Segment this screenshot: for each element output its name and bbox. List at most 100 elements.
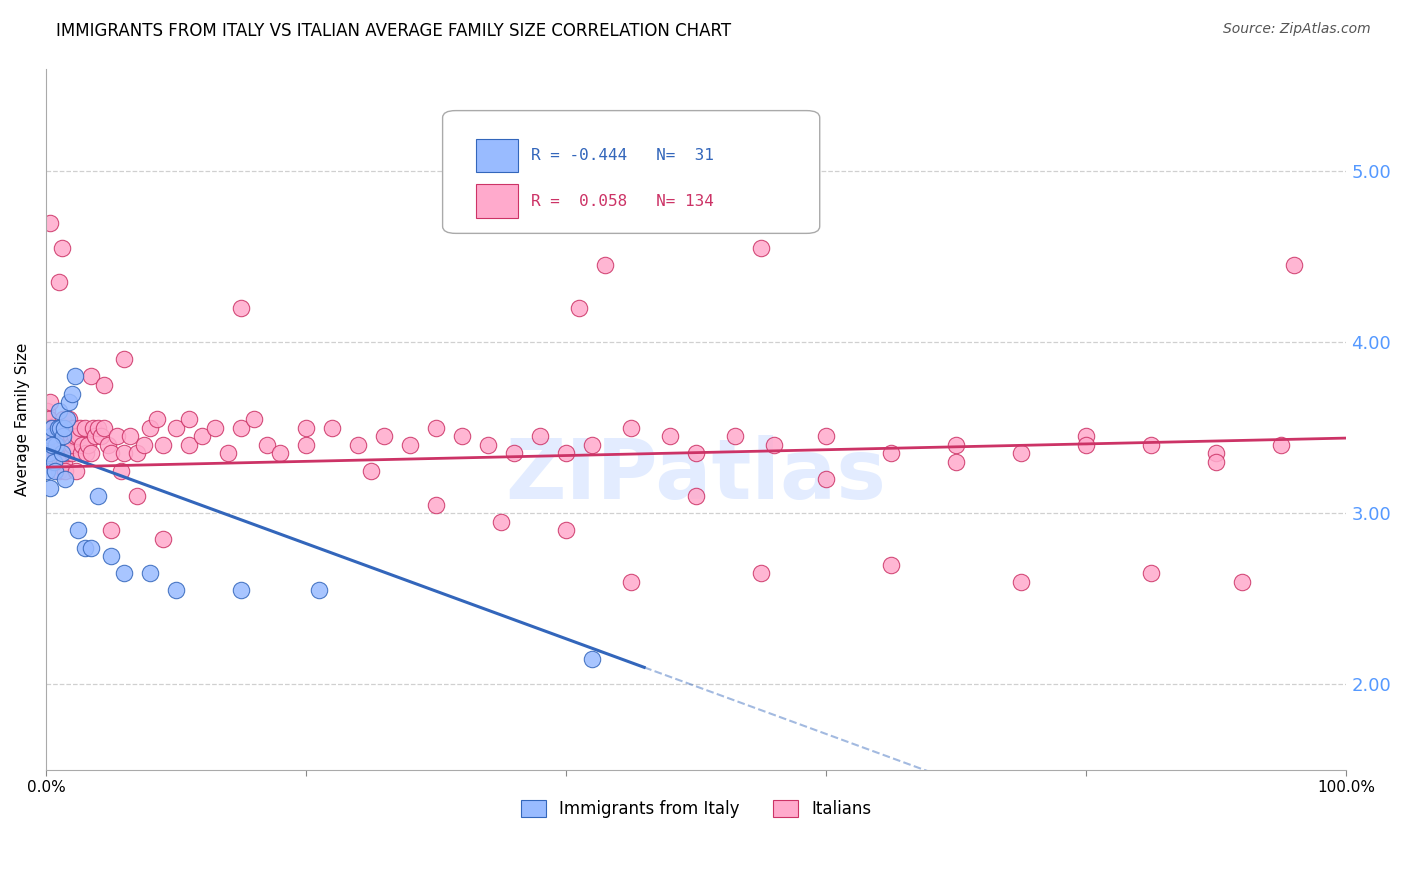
Point xyxy=(581,438,603,452)
Point xyxy=(37,403,59,417)
Point xyxy=(38,481,60,495)
Point xyxy=(1284,258,1306,272)
Point xyxy=(39,429,62,443)
Point xyxy=(425,421,447,435)
Point xyxy=(1270,438,1292,452)
Point xyxy=(93,378,115,392)
Point xyxy=(56,438,79,452)
Point xyxy=(112,352,135,367)
Point xyxy=(41,438,63,452)
Point xyxy=(53,455,76,469)
Point xyxy=(112,446,135,460)
Point xyxy=(152,438,174,452)
Point xyxy=(59,429,82,443)
Point xyxy=(42,455,65,469)
Point xyxy=(45,438,67,452)
Point xyxy=(100,549,122,563)
Point xyxy=(373,429,395,443)
Point xyxy=(1140,566,1163,581)
Point xyxy=(39,429,62,443)
Point xyxy=(87,489,110,503)
Point xyxy=(191,429,214,443)
Point xyxy=(39,421,62,435)
Point xyxy=(97,438,120,452)
Point xyxy=(48,403,70,417)
Point xyxy=(815,472,838,486)
Point xyxy=(38,446,60,460)
Point xyxy=(48,438,70,452)
Point xyxy=(38,446,60,460)
Point xyxy=(177,412,200,426)
Point xyxy=(52,412,75,426)
Point xyxy=(529,429,551,443)
Point xyxy=(51,241,73,255)
Point xyxy=(90,429,112,443)
Point xyxy=(56,421,79,435)
Point xyxy=(945,438,967,452)
Point xyxy=(177,438,200,452)
Point xyxy=(44,455,66,469)
Point xyxy=(65,464,87,478)
Point xyxy=(42,438,65,452)
Point xyxy=(58,412,80,426)
Point xyxy=(38,438,60,452)
Point xyxy=(37,464,59,478)
Point xyxy=(60,386,83,401)
Point xyxy=(55,438,77,452)
FancyBboxPatch shape xyxy=(443,111,820,234)
Point xyxy=(45,446,67,460)
Point xyxy=(41,455,63,469)
Point xyxy=(477,438,499,452)
Point xyxy=(46,429,69,443)
Text: ZIPatlas: ZIPatlas xyxy=(506,435,887,516)
Point xyxy=(1205,455,1227,469)
Point xyxy=(360,464,382,478)
Point xyxy=(51,429,73,443)
Point xyxy=(620,421,643,435)
Point xyxy=(243,412,266,426)
Point xyxy=(139,421,162,435)
Point xyxy=(139,566,162,581)
Point xyxy=(555,446,578,460)
Point xyxy=(70,446,93,460)
Point xyxy=(880,558,903,572)
Point xyxy=(229,301,252,315)
Point xyxy=(75,446,97,460)
Text: IMMIGRANTS FROM ITALY VS ITALIAN AVERAGE FAMILY SIZE CORRELATION CHART: IMMIGRANTS FROM ITALY VS ITALIAN AVERAGE… xyxy=(56,22,731,40)
Point xyxy=(880,446,903,460)
Point xyxy=(67,429,90,443)
Point xyxy=(82,421,104,435)
Point xyxy=(749,241,772,255)
Point xyxy=(555,524,578,538)
Point xyxy=(1205,446,1227,460)
Point xyxy=(55,464,77,478)
Point xyxy=(1010,574,1032,589)
Point xyxy=(58,395,80,409)
Point xyxy=(41,421,63,435)
Point xyxy=(633,207,655,221)
Point xyxy=(52,429,75,443)
Point xyxy=(165,421,187,435)
Point xyxy=(217,446,239,460)
Point xyxy=(53,446,76,460)
Point xyxy=(63,369,86,384)
Point xyxy=(295,421,318,435)
Point xyxy=(87,421,110,435)
Point xyxy=(581,652,603,666)
Point xyxy=(145,412,167,426)
Point xyxy=(425,498,447,512)
Point xyxy=(295,438,318,452)
Point xyxy=(132,438,155,452)
Point xyxy=(38,215,60,229)
Point xyxy=(321,421,343,435)
Point xyxy=(489,515,512,529)
Point xyxy=(1140,438,1163,452)
Point xyxy=(685,446,707,460)
Point xyxy=(41,429,63,443)
Point xyxy=(37,421,59,435)
Text: R =  0.058   N= 134: R = 0.058 N= 134 xyxy=(531,194,714,209)
Point xyxy=(763,438,786,452)
Point xyxy=(672,155,695,169)
Point xyxy=(204,421,226,435)
Point xyxy=(659,429,682,443)
